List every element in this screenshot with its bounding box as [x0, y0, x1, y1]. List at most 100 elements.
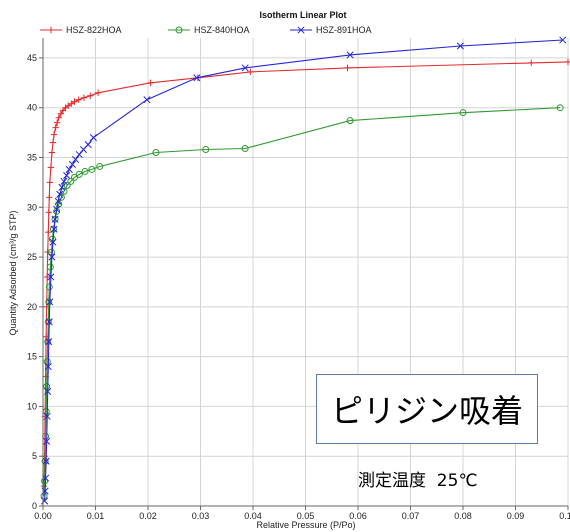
data-point-hsz-840hoa [43, 383, 51, 391]
data-point-hsz-840hoa [41, 457, 49, 465]
data-point-hsz-822hoa [71, 98, 78, 105]
legend-label: HSZ-891HOA [316, 25, 372, 35]
data-point-hsz-840hoa [459, 109, 467, 117]
data-point-hsz-891hoa [456, 42, 464, 50]
data-point-hsz-822hoa [52, 124, 59, 131]
data-point-hsz-822hoa [46, 179, 54, 186]
y-axis-label: Quantity Adsorbed (cm³/g STP) [8, 210, 18, 335]
data-point-hsz-840hoa [67, 177, 75, 185]
data-point-hsz-840hoa [45, 283, 53, 291]
y-tick-label: 20 [27, 302, 37, 312]
data-point-hsz-891hoa [41, 497, 49, 505]
data-point-hsz-840hoa [556, 104, 564, 112]
measurement-temperature-label: 測定温度 25℃ [358, 471, 478, 491]
data-point-hsz-822hoa [45, 209, 52, 216]
data-point-hsz-840hoa [40, 492, 48, 500]
data-point-hsz-840hoa [81, 167, 89, 175]
data-point-hsz-891hoa [60, 177, 68, 185]
data-point-hsz-822hoa [44, 248, 51, 256]
data-point-hsz-822hoa [94, 89, 102, 96]
x-tick-label: 0.01 [87, 511, 105, 521]
data-point-hsz-891hoa [346, 51, 354, 59]
data-point-hsz-822hoa [45, 228, 52, 236]
y-tick-label: 0 [32, 501, 37, 511]
data-point-hsz-891hoa [89, 134, 97, 142]
data-point-hsz-891hoa [47, 273, 55, 281]
data-point-hsz-840hoa [75, 170, 83, 178]
chart-title: Isotherm Linear Plot [259, 10, 346, 20]
data-point-hsz-840hoa [96, 162, 104, 170]
y-tick-label: 15 [27, 352, 37, 362]
y-tick-label: 45 [27, 53, 37, 63]
data-point-hsz-891hoa [50, 225, 58, 233]
x-tick-label: 0.08 [454, 511, 472, 521]
data-point-hsz-891hoa [54, 197, 62, 205]
x-tick-label: 0.10 [559, 511, 570, 521]
legend-item-hsz-840hoa: HSZ-840HOA [168, 25, 250, 35]
data-point-hsz-891hoa [65, 165, 73, 173]
data-point-hsz-822hoa [75, 96, 82, 103]
data-point-hsz-840hoa [45, 298, 53, 306]
data-point-hsz-840hoa [44, 338, 52, 346]
data-point-hsz-891hoa [84, 140, 92, 149]
data-point-hsz-891hoa [241, 64, 249, 72]
data-point-hsz-891hoa [44, 387, 52, 396]
data-point-hsz-891hoa [63, 171, 71, 179]
data-point-hsz-891hoa [75, 150, 83, 159]
legend-marker [47, 26, 55, 34]
data-point-hsz-891hoa [45, 318, 53, 326]
x-tick-label: 0.02 [139, 511, 157, 521]
data-point-hsz-840hoa [152, 149, 160, 157]
y-tick-label: 10 [27, 401, 37, 411]
data-point-hsz-822hoa [87, 92, 94, 99]
data-point-hsz-891hoa [43, 437, 51, 445]
x-tick-label: 0.09 [507, 511, 525, 521]
y-tick-label: 30 [27, 202, 37, 212]
data-point-hsz-822hoa [48, 149, 56, 156]
data-point-hsz-891hoa [56, 190, 64, 198]
legend-item-hsz-891hoa: HSZ-891HOA [290, 25, 372, 35]
data-point-hsz-891hoa [68, 160, 76, 169]
legend-label: HSZ-822HOA [66, 25, 122, 35]
data-point-hsz-891hoa [193, 74, 201, 82]
data-point-hsz-822hoa [247, 68, 254, 76]
data-point-hsz-891hoa [53, 205, 61, 213]
data-point-hsz-891hoa [71, 155, 80, 164]
x-tick-label: 0.00 [34, 511, 52, 521]
data-point-hsz-822hoa [344, 64, 351, 72]
data-point-hsz-822hoa [528, 59, 535, 67]
x-axis-label: Relative Pressure (P/Po) [256, 520, 355, 530]
pyridine-adsorption-label: ピリジン吸着 [316, 374, 538, 444]
legend-marker [297, 26, 305, 34]
data-point-hsz-840hoa [41, 477, 49, 485]
data-point-hsz-822hoa [47, 164, 55, 171]
grid-lines [43, 38, 569, 506]
data-point-hsz-891hoa [45, 338, 53, 346]
data-point-hsz-822hoa [49, 139, 57, 146]
data-point-hsz-891hoa [46, 298, 54, 306]
data-point-hsz-891hoa [559, 36, 567, 44]
x-tick-label: 0.05 [297, 511, 315, 521]
data-point-hsz-891hoa [143, 96, 151, 104]
axes [39, 38, 569, 510]
data-point-hsz-891hoa [44, 363, 52, 371]
data-point-hsz-891hoa [49, 238, 57, 246]
data-point-hsz-840hoa [46, 263, 54, 271]
data-point-hsz-840hoa [88, 165, 96, 173]
data-point-hsz-891hoa [58, 183, 66, 191]
data-point-hsz-891hoa [48, 253, 56, 261]
legend-item-hsz-822hoa: HSZ-822HOA [40, 25, 122, 35]
y-tick-label: 5 [32, 451, 37, 461]
data-point-hsz-822hoa [564, 58, 570, 66]
x-tick-label: 0.03 [192, 511, 210, 521]
data-point-hsz-840hoa [241, 145, 249, 153]
x-tick-label: 0.06 [349, 511, 367, 521]
data-point-hsz-840hoa [346, 117, 354, 125]
data-point-hsz-840hoa [57, 193, 65, 201]
y-tick-label: 40 [27, 103, 37, 113]
data-point-hsz-822hoa [50, 131, 58, 138]
legend-marker [175, 26, 183, 34]
data-point-hsz-840hoa [43, 358, 51, 366]
legend-label: HSZ-840HOA [194, 25, 250, 35]
